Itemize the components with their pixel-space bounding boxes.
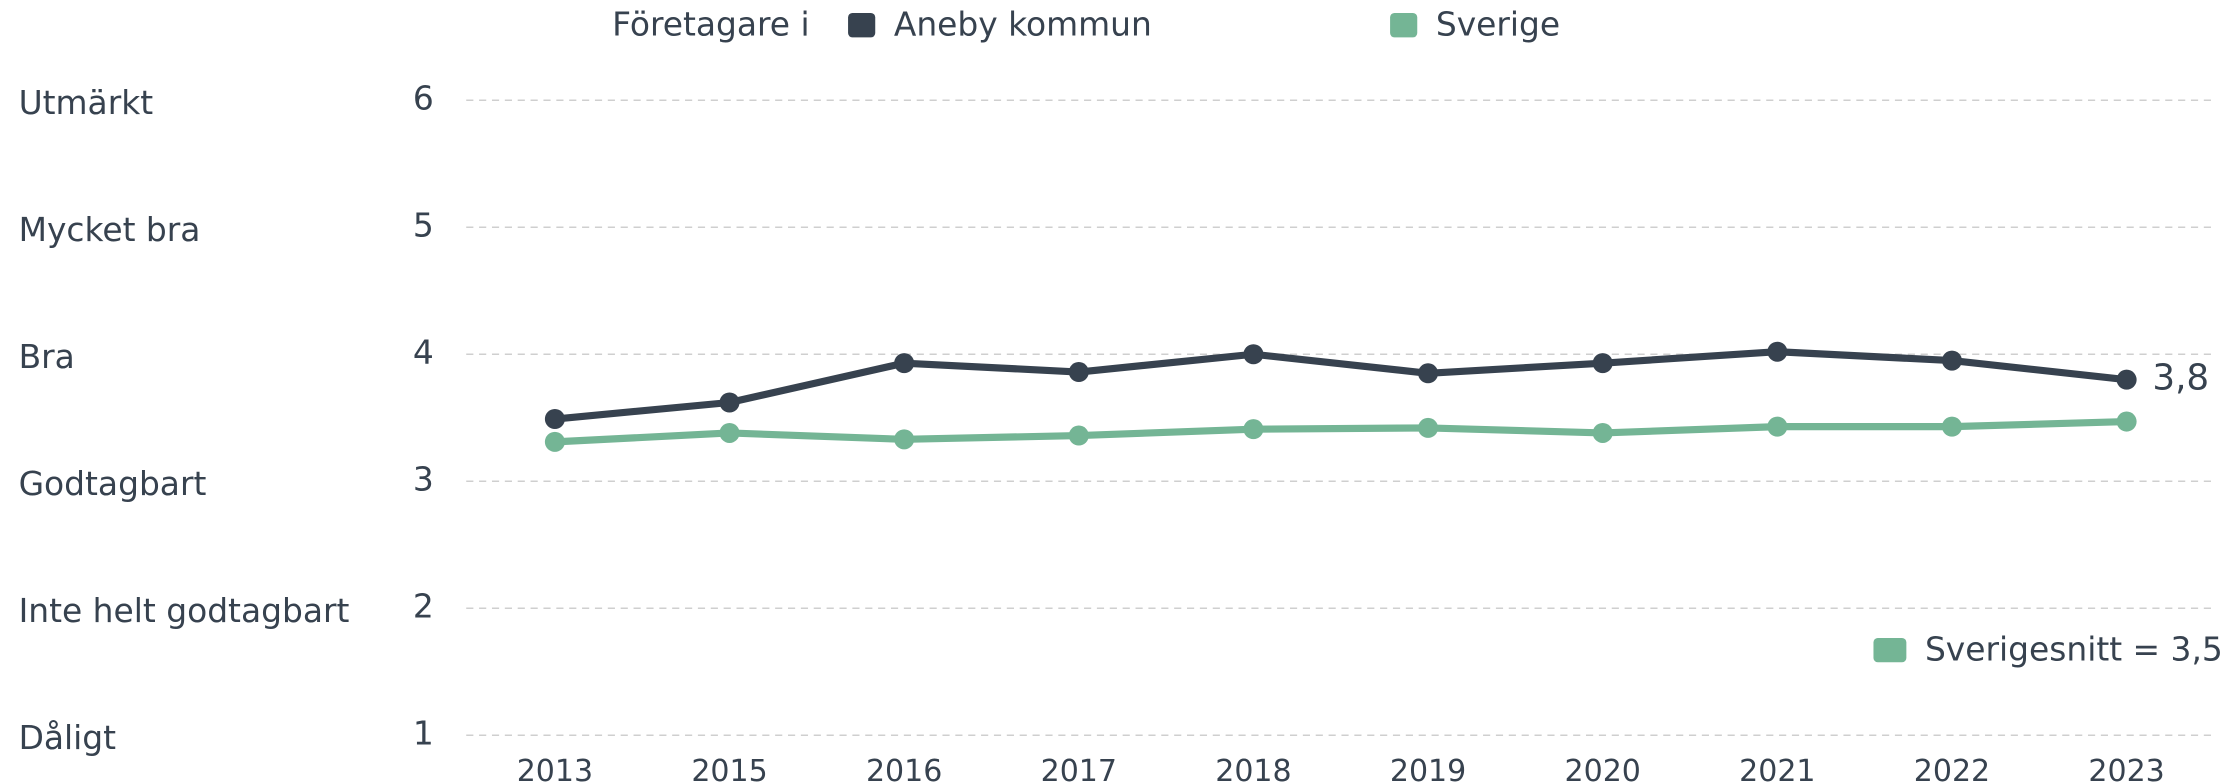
series-point [894, 353, 915, 374]
series-point [2116, 411, 2137, 432]
x-tick-label: 2019 [1390, 754, 1466, 784]
y-tick-name: Godtagbart [19, 464, 207, 503]
y-tick-label: 5 [413, 206, 434, 245]
legend-swatch [848, 13, 876, 38]
x-tick-label: 2023 [2088, 754, 2164, 784]
series-point [1767, 416, 1788, 437]
series-point [1243, 344, 1264, 365]
x-tick-label: 2015 [691, 754, 767, 784]
y-tick-name: Inte helt godtagbart [19, 591, 350, 630]
series-point [719, 392, 740, 413]
series-point [1068, 362, 1089, 383]
x-tick-label: 2013 [517, 754, 593, 784]
series-point [894, 429, 915, 450]
x-tick-label: 2021 [1739, 754, 1815, 784]
series-point [1941, 350, 1962, 371]
y-tick-label: 4 [413, 333, 434, 372]
legend-label: Sverige [1436, 4, 1560, 43]
series-point [1243, 419, 1264, 440]
annotation: Sverigesnitt = 3,5 [1925, 629, 2223, 668]
series-point [1941, 416, 1962, 437]
y-tick-name: Bra [19, 337, 75, 376]
series-point [544, 409, 565, 430]
legend-swatch [1390, 13, 1418, 38]
series-point [544, 431, 565, 452]
y-tick-label: 2 [413, 587, 434, 626]
series-point [1418, 363, 1439, 384]
series-point [1592, 353, 1613, 374]
series-line [554, 348, 2127, 423]
series-point [1767, 341, 1788, 362]
x-tick-label: 2016 [866, 754, 942, 784]
series-point [1418, 417, 1439, 438]
y-tick-label: 1 [413, 714, 434, 753]
series-point [1068, 425, 1089, 446]
y-tick-label: 6 [413, 79, 434, 118]
legend-label: Aneby kommun [894, 4, 1152, 43]
y-tick-name: Dåligt [19, 718, 117, 757]
y-tick-name: Utmärkt [19, 83, 154, 122]
x-tick-label: 2022 [1914, 754, 1990, 784]
y-tick-label: 3 [413, 460, 434, 499]
series-point [1592, 422, 1613, 443]
series-point [719, 422, 740, 443]
y-tick-name: Mycket bra [19, 210, 201, 249]
series-point [2116, 369, 2137, 390]
x-tick-label: 2017 [1041, 754, 1117, 784]
value-label: 3,8 [2152, 358, 2209, 399]
x-tick-label: 2020 [1565, 754, 1641, 784]
x-tick-label: 2018 [1215, 754, 1291, 784]
legend-title: Företagare i [612, 4, 810, 43]
series-line [554, 417, 2127, 446]
annotation-swatch [1873, 637, 1907, 663]
